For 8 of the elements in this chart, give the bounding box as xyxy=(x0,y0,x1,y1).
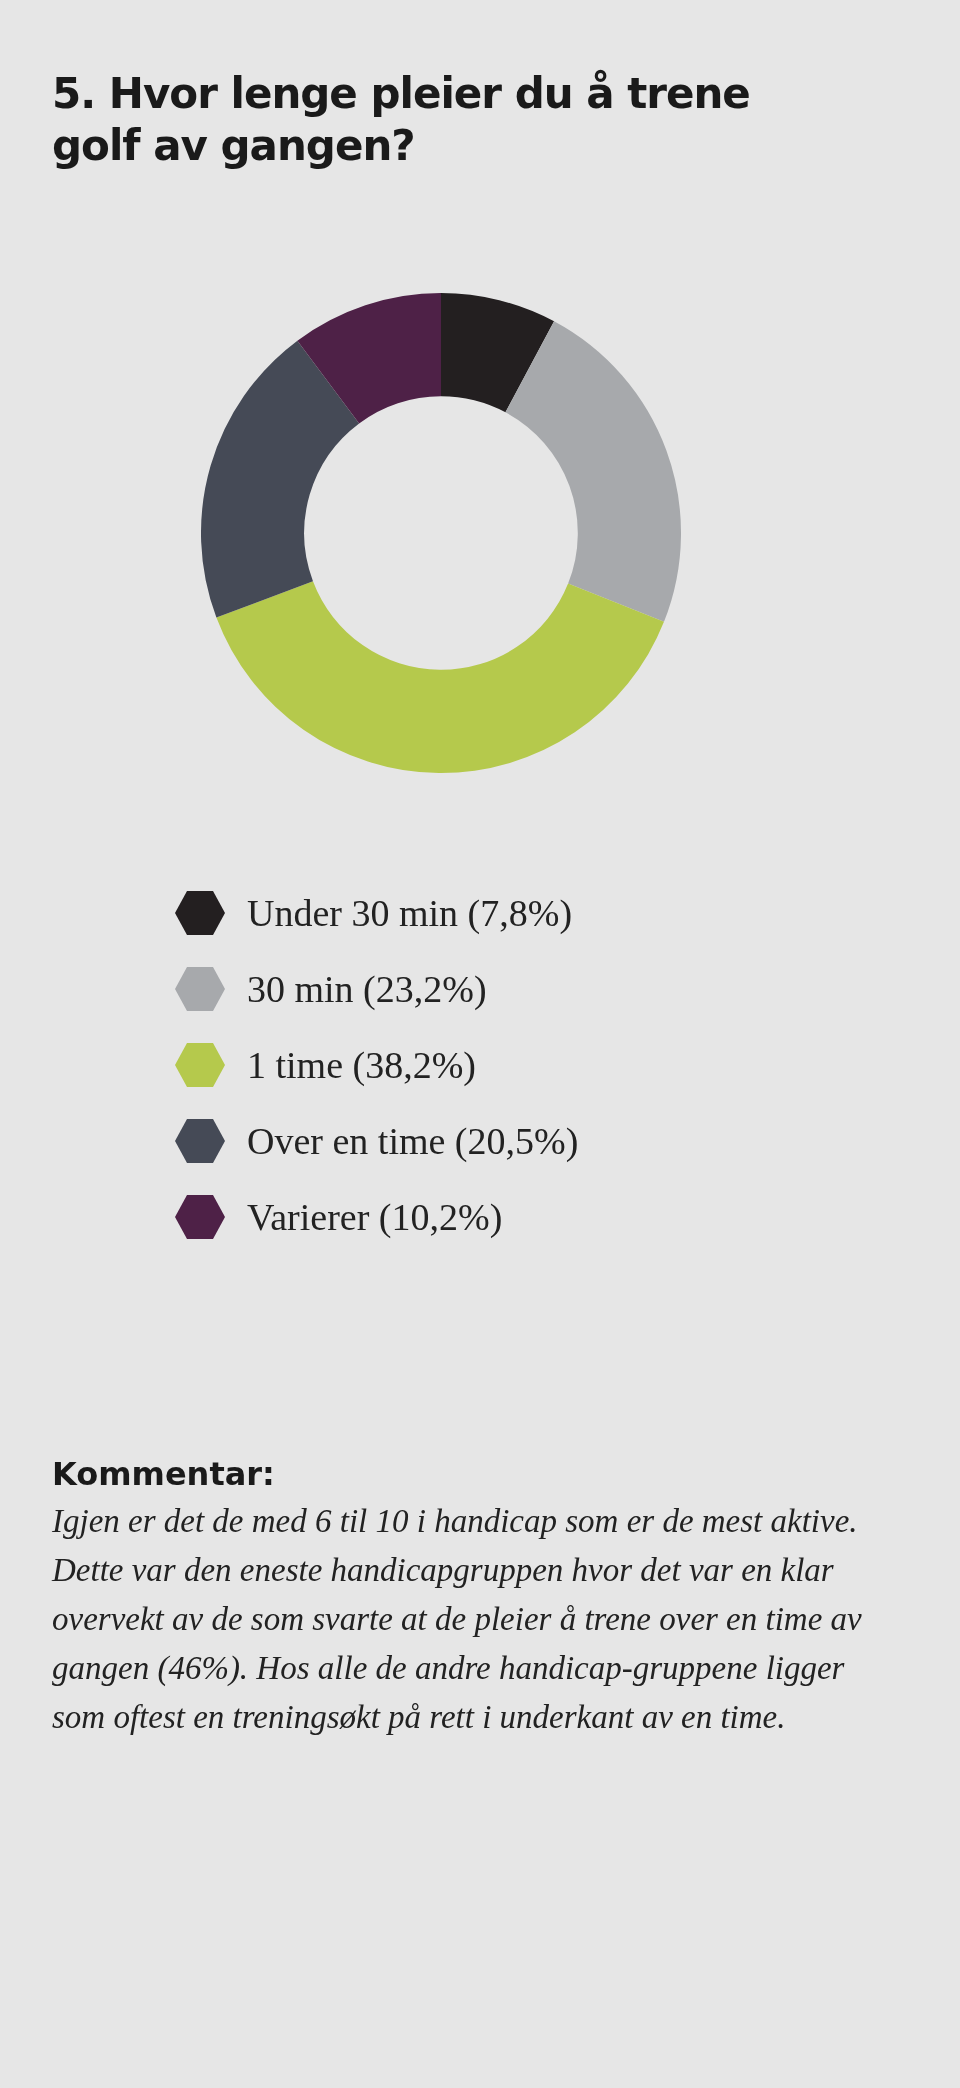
text: Kommentar: xyxy=(52,1455,275,1493)
legend-label: 1 time (38,2%) xyxy=(247,1043,477,1087)
legend-label: Over en time (20,5%) xyxy=(247,1119,579,1163)
legend-label: Varierer (10,2%) xyxy=(247,1195,503,1239)
legend-label: Under 30 min (7,8%) xyxy=(247,891,573,935)
text: Igjen er det de med 6 til 10 i handicap som er de mest aktive. Dette var den eneste handicapgruppen hvor det var en klar overvekt av de som svarte at de pleier å trene over en time av gangen (46%). Hos alle de andre handicap-gruppene ligger som oftest en treningsøkt på rett i underkant av en time. xyxy=(52,1502,862,1737)
chart-title: 5. Hvor lenge pleier du å trene golf av gangen? xyxy=(52,68,751,172)
legend-label: 30 min (23,2%) xyxy=(247,967,487,1011)
